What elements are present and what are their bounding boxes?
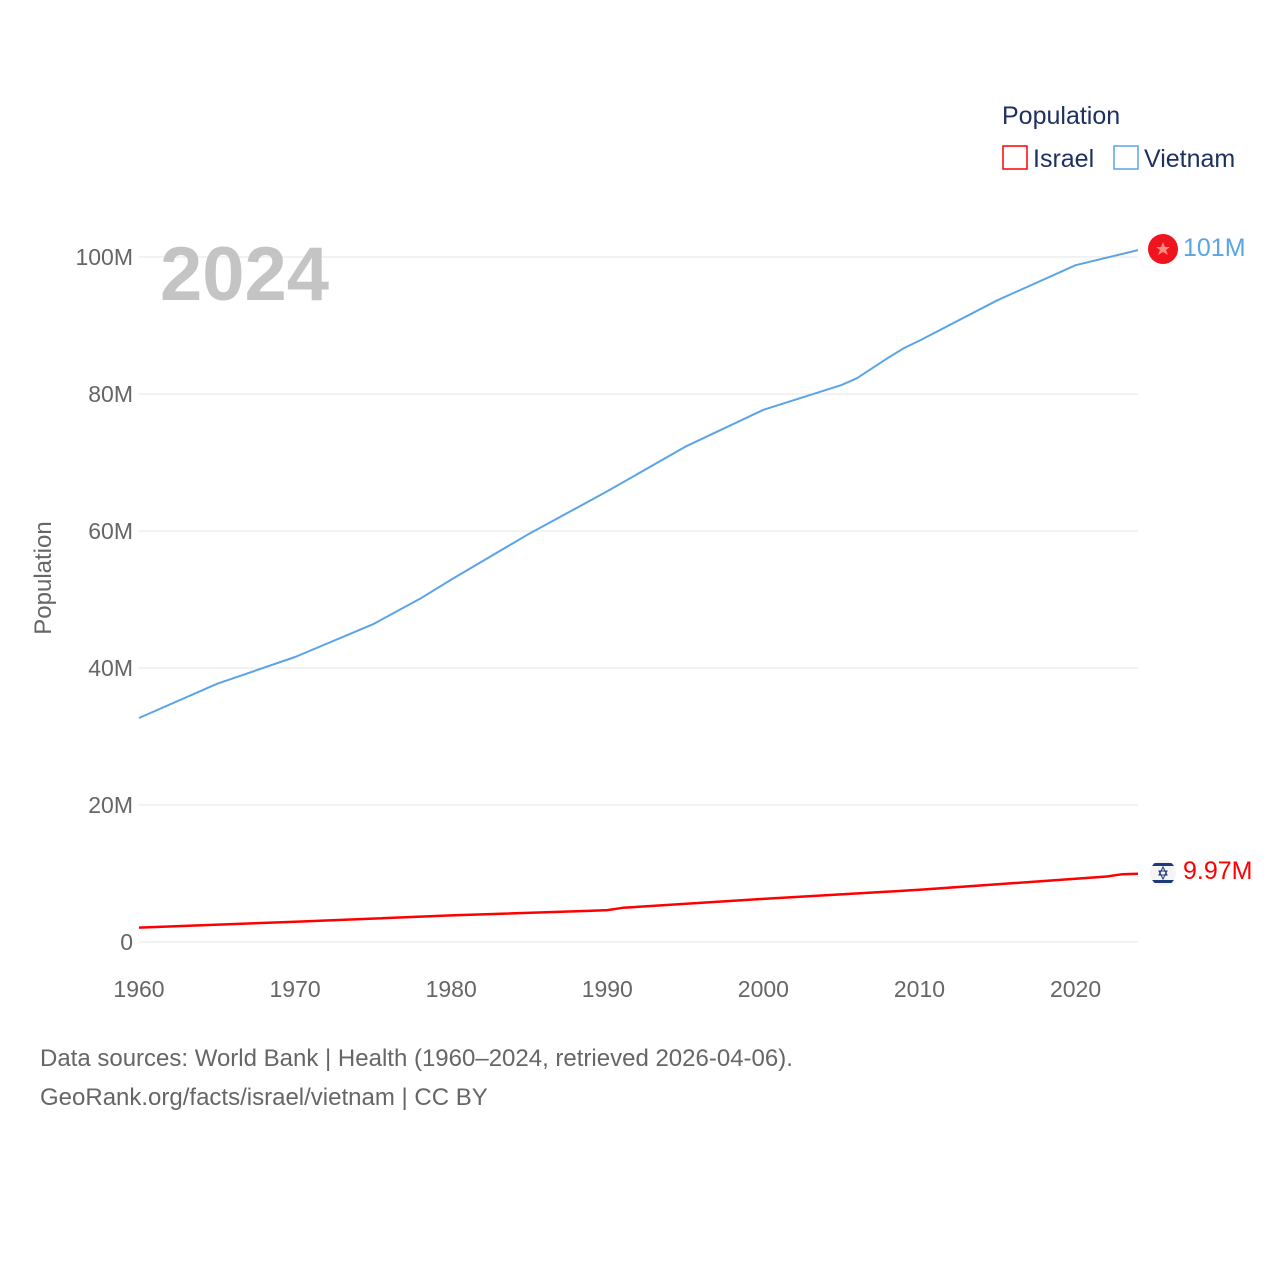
vietnam-flag-icon (1148, 234, 1178, 264)
y-tick-label: 80M (88, 381, 133, 407)
y-tick-label: 0 (120, 929, 133, 955)
year-watermark: 2024 (160, 232, 329, 317)
legend: Population Israel Vietnam (1002, 102, 1235, 173)
x-tick-label: 1960 (113, 976, 164, 1002)
y-axis-label: Population (30, 521, 57, 634)
x-tick-label: 1970 (270, 976, 321, 1002)
series-line-vietnam (138, 249, 1139, 719)
legend-title: Population (1002, 102, 1120, 130)
x-tick-label: 2000 (738, 976, 789, 1002)
legend-label-israel[interactable]: Israel (1033, 145, 1094, 173)
israel-end-label: 9.97M (1183, 857, 1252, 885)
israel-flag-icon (1150, 860, 1176, 886)
y-tick-label: 40M (88, 655, 133, 681)
x-tick-label: 1980 (426, 976, 477, 1002)
x-tick-label: 2020 (1050, 976, 1101, 1002)
y-tick-label: 100M (75, 244, 133, 270)
y-tick-label: 60M (88, 518, 133, 544)
series-line-israel (138, 872, 1139, 929)
footer-sources: Data sources: World Bank | Health (1960–… (40, 1045, 793, 1072)
legend-label-vietnam[interactable]: Vietnam (1144, 145, 1235, 173)
footer-link[interactable]: GeoRank.org/facts/israel/vietnam | CC BY (40, 1084, 488, 1111)
x-tick-label: 2010 (894, 976, 945, 1002)
legend-swatch-vietnam[interactable] (1113, 145, 1139, 170)
legend-swatch-israel[interactable] (1002, 145, 1028, 170)
y-tick-label: 20M (88, 792, 133, 818)
x-tick-label: 1990 (582, 976, 633, 1002)
vietnam-end-label: 101M (1183, 234, 1246, 262)
